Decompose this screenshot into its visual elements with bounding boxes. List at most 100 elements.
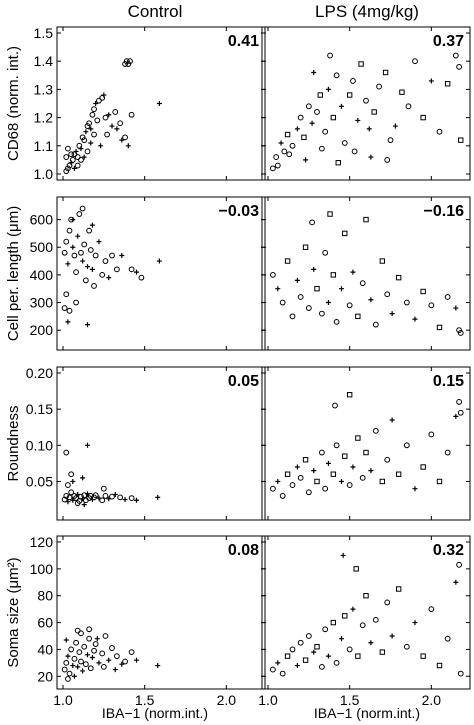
data-point [96,660,102,666]
data-point [270,271,276,278]
data-point [309,120,315,126]
data-point [355,117,361,123]
data-point [412,486,418,492]
data-point [88,140,94,146]
data-point [372,427,379,434]
data-point [355,653,361,659]
data-point [112,109,119,115]
data-point [368,468,374,474]
data-point [275,660,281,666]
data-point [314,109,320,115]
data-point [74,154,81,160]
data-point [339,636,344,642]
data-point [63,449,70,456]
plot-frame [56,196,266,351]
data-point [412,58,418,65]
data-point [80,668,86,674]
data-point [327,211,333,217]
data-point [314,286,320,292]
data-point [91,283,97,289]
data-point [63,291,70,298]
correlation-value: 0.37 [433,33,464,50]
data-point [114,653,120,660]
data-point [119,253,125,259]
data-point [389,311,395,317]
data-point [403,299,410,306]
y-tick-label: 400 [30,267,54,283]
data-point [134,269,139,275]
data-point [297,639,304,646]
data-point [333,659,340,666]
panel-r1-c0: 200 300 400 500 600 Cell per. length (μm) −0.0… [5,196,266,351]
data-point [372,321,379,328]
data-point [104,131,110,138]
data-point [79,134,86,141]
y-tick-label: 0.05 [26,473,53,489]
data-point [403,442,410,449]
x-tick-label: 1.0 [53,692,73,708]
data-point [83,129,89,135]
data-point [355,313,361,320]
data-point [420,288,426,295]
data-point [109,123,115,129]
plot-frame [56,535,266,690]
data-point [363,97,369,104]
data-point [305,633,312,639]
panel-r0-c0: 1.0 1.1 1.2 1.3 1.4 1.5 CD68 (norm. int.) 0.41 [5,25,266,182]
data-point [89,222,95,228]
data-point [85,442,90,448]
y-tick-label: 0.20 [26,365,53,381]
data-point [384,157,391,163]
data-point [294,277,300,283]
data-point [61,666,68,673]
data-point [76,211,83,217]
data-point [122,61,128,67]
data-point [128,111,135,118]
x-tick-label: 2.0 [422,692,442,708]
data-point [81,137,88,144]
data-point [371,109,377,115]
data-point [305,103,312,110]
data-point [325,460,331,466]
data-point [428,606,435,613]
data-point [294,464,300,470]
data-point [322,128,329,135]
y-tick-label: 40 [37,641,53,657]
data-point [75,233,81,239]
data-point [71,673,77,679]
y-tick-label: 600 [30,212,54,228]
data-point [341,140,348,146]
data-point [436,324,443,331]
data-point [91,647,97,654]
data-point [102,258,109,264]
data-point [359,280,366,287]
data-point [372,616,379,623]
data-point [297,114,304,121]
data-point [270,666,276,673]
data-point [346,92,353,98]
data-point [86,626,93,633]
data-point [297,294,304,300]
data-point [134,497,139,503]
data-point [342,613,348,619]
data-point [73,269,79,276]
data-point [453,413,459,419]
data-point [302,457,309,463]
data-point [420,464,426,470]
plot-frame [261,196,471,351]
data-point [81,502,87,508]
data-point [384,456,391,463]
data-point [112,667,118,673]
data-point [353,566,359,572]
data-point [128,266,135,273]
panel-r2-c1: 0.15 [261,366,471,521]
data-point [155,494,161,500]
data-point [78,146,84,152]
data-point [311,649,317,655]
data-point [92,492,99,499]
data-point [109,493,115,500]
y-axis-label: Cell per. length (μm) [5,206,22,341]
data-point [279,493,286,499]
